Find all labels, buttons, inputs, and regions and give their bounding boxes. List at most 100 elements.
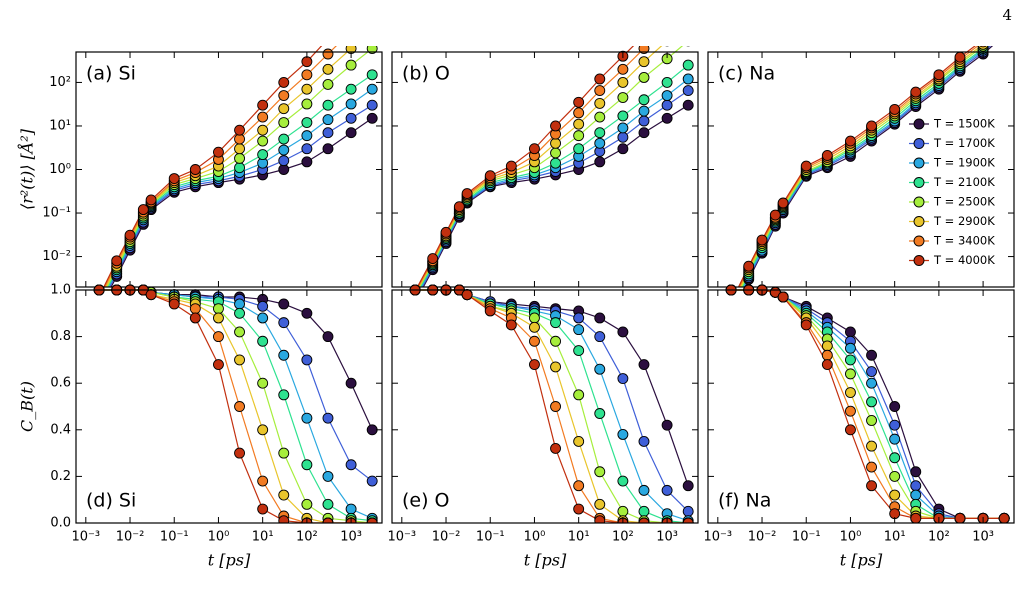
data-point	[686, 46, 691, 47]
legend-label: T = 2900K	[933, 214, 995, 228]
data-point	[278, 103, 290, 115]
plot-frame	[707, 289, 1015, 524]
y-axis-label: ⟨r²(t)⟩ [Å²]	[17, 128, 37, 210]
data-point	[726, 306, 736, 316]
x-tick-label: 10³	[972, 530, 994, 545]
data-point	[954, 51, 966, 63]
data-point	[845, 424, 856, 436]
plot-area	[726, 24, 1009, 322]
data-point	[594, 331, 606, 343]
data-point	[594, 408, 606, 419]
x-tick-label: 10⁰	[524, 530, 546, 545]
data-point	[189, 312, 201, 324]
data-point	[322, 63, 334, 75]
data-point	[234, 298, 245, 310]
data-point	[94, 297, 104, 307]
plot-area	[409, 284, 694, 523]
data-point	[933, 69, 945, 81]
data-point	[683, 17, 693, 27]
data-point	[661, 484, 673, 496]
x-axis-label: t [ps]	[840, 551, 883, 570]
data-point	[594, 515, 606, 523]
data-point	[726, 312, 736, 322]
data-point	[367, 26, 377, 36]
plot-area	[94, 26, 378, 315]
x-tick-label: 10⁻³	[71, 530, 100, 545]
data-point	[573, 118, 585, 130]
data-point	[845, 368, 856, 380]
data-point	[866, 377, 877, 389]
data-point	[278, 117, 290, 128]
data-point	[573, 503, 585, 515]
data-point	[234, 162, 245, 174]
data-point	[683, 3, 693, 13]
x-tick-label: 10⁰	[208, 530, 230, 545]
x-axis-label: t [ps]	[208, 551, 251, 570]
data-point	[322, 412, 334, 424]
data-point	[866, 461, 877, 473]
legend-marker	[913, 177, 925, 188]
data-point	[322, 498, 334, 510]
data-point	[301, 143, 313, 155]
data-point	[234, 143, 245, 155]
x-tick-label: 10³	[340, 530, 362, 545]
data-point	[638, 359, 650, 371]
x-tick-label: 10⁻¹	[160, 530, 189, 545]
data-point	[345, 98, 357, 110]
data-point	[682, 85, 694, 97]
data-point	[617, 326, 629, 338]
data-point	[617, 131, 629, 143]
data-point	[94, 299, 104, 309]
data-point	[278, 76, 290, 88]
data-point	[94, 299, 104, 309]
data-point	[94, 305, 104, 315]
data-point	[573, 389, 585, 401]
x-tick-label: 10¹	[568, 530, 590, 545]
data-point	[866, 440, 877, 452]
data-point	[213, 359, 224, 371]
data-point	[800, 160, 812, 172]
x-tick-label: 10⁻¹	[792, 530, 821, 545]
x-tick-label: 10²	[296, 530, 318, 545]
data-point	[366, 69, 378, 81]
plot-area	[93, 284, 378, 523]
data-point	[301, 98, 313, 110]
data-point	[529, 321, 540, 333]
legend-label: T = 4000K	[933, 253, 995, 267]
data-point	[234, 152, 245, 164]
data-point	[682, 505, 694, 517]
data-point	[889, 433, 901, 445]
data-point	[94, 302, 104, 312]
data-point	[978, 35, 988, 45]
x-tick-label: 10²	[612, 530, 634, 545]
data-point	[639, 30, 649, 40]
data-point	[594, 85, 606, 97]
data-point	[573, 345, 585, 357]
x-tick-label: 10⁰	[840, 530, 862, 545]
legend-label: T = 2100K	[933, 175, 995, 189]
data-point	[257, 149, 269, 161]
data-point	[617, 143, 629, 155]
data-point	[594, 137, 606, 149]
legend-marker	[913, 196, 925, 208]
data-point	[662, 21, 672, 31]
data-point	[301, 354, 313, 366]
data-point	[845, 135, 856, 147]
data-point	[573, 130, 585, 142]
data-point	[278, 349, 290, 361]
data-point	[726, 297, 736, 307]
data-point	[322, 114, 334, 126]
legend-label: T = 1700K	[933, 136, 995, 150]
data-point	[661, 112, 673, 124]
data-point	[257, 300, 269, 312]
plot-frame	[75, 289, 383, 524]
data-point	[999, 24, 1009, 34]
data-point	[94, 295, 104, 305]
data-point	[638, 505, 650, 517]
data-point	[866, 120, 877, 132]
data-point	[410, 297, 420, 307]
data-point	[278, 144, 290, 156]
data-point	[323, 34, 333, 44]
data-point	[168, 298, 180, 310]
